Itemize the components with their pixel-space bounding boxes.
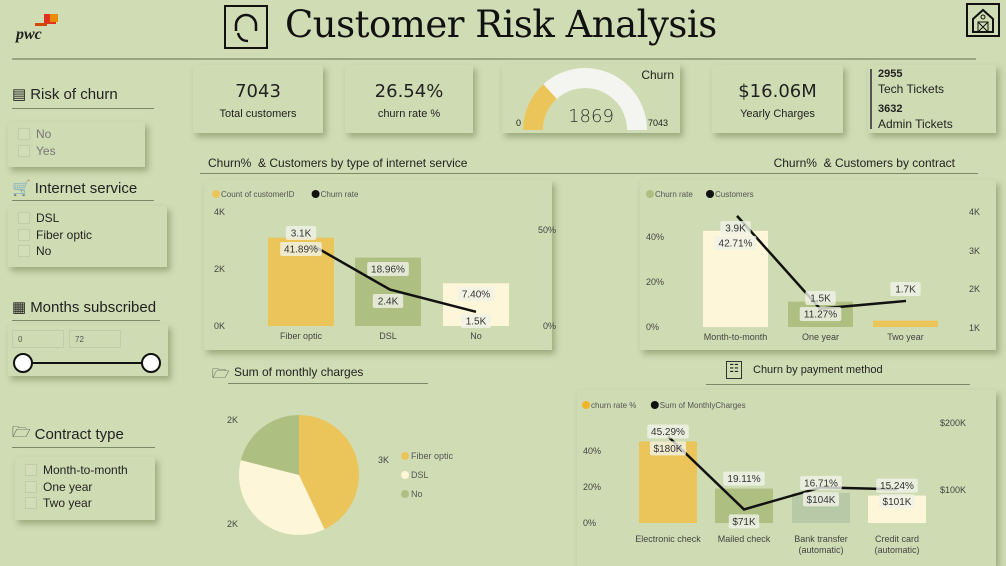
internet-option-fiber[interactable]: Fiber optic [18,227,157,244]
legend-marker [401,490,409,498]
months-max-input[interactable]: 72 [69,330,121,348]
divider [12,447,155,448]
months-slider: 0 72 [8,324,168,376]
risk-slicer: No Yes [8,122,145,167]
gauge-title: Churn [641,68,674,82]
payment-chart-title: Churn by payment method [753,364,883,376]
home-icon [972,8,994,33]
internet-slicer-title: 🛒 Internet service [12,179,138,198]
internet-chart-title: Churn% & Customers by type of internet s… [208,156,468,170]
pie-slice [240,415,299,475]
checkbox[interactable] [25,480,37,493]
divider [12,320,160,321]
gauge-max: 7043 [648,118,669,128]
legend-label: Fiber optic [411,451,454,461]
yearly-charges-label: Yearly Charges [740,108,815,120]
internet-chart-card [204,180,552,350]
gauge-fill [523,84,557,130]
checkbox[interactable] [18,245,30,258]
slider-handle-min[interactable] [13,353,33,373]
wallet-icon: 🗁 [212,365,230,381]
admin-tickets-value: 3632 [878,103,903,115]
monthly-chart-title: Sum of monthly charges [234,365,364,379]
home-button[interactable] [966,3,1000,37]
calendar-icon: ▦ [12,299,27,316]
gauge-track [523,68,647,130]
contract-option-two-year[interactable]: Two year [25,495,145,512]
churn-rate-label: churn rate % [377,108,441,120]
churn-gauge [523,68,647,130]
legend-label: DSL [411,470,429,480]
total-customers-value: 7043 [235,81,281,102]
cart-icon: 🛒 [12,180,31,197]
checkbox[interactable] [25,464,37,477]
contract-chart-title: Churn% & Customers by contract [773,156,955,170]
internet-option-no[interactable]: No [18,243,157,260]
divider [12,108,154,109]
internet-option-dsl[interactable]: DSL [18,210,157,227]
churn-rate-value: 26.54% [374,81,444,102]
churn-gauge-card: Churn 1869 0 7043 [502,64,680,133]
slider-handle-max[interactable] [141,353,161,373]
total-customers-label: Total customers [219,108,297,120]
page-title: Customer Risk Analysis [285,3,717,46]
checkbox[interactable] [18,212,30,225]
risk-slicer-title: ▤ Risk of churn [12,85,118,104]
churn-rate-card: 26.54% churn rate % [345,65,473,133]
months-min-input[interactable]: 0 [12,330,64,348]
pie-data-label: 2K [227,415,238,425]
headset-icon [224,5,268,49]
gauge-value: 1869 [568,106,614,127]
divider [228,383,428,384]
payment-chart-card [577,390,996,566]
total-customers-card: 7043 Total customers [193,65,323,133]
tech-tickets-label: Tech Tickets [878,82,945,96]
checkbox[interactable] [18,228,30,241]
admin-tickets-label: Admin Tickets [878,117,953,131]
legend-marker [401,452,409,460]
gauge-min: 0 [516,118,522,128]
checkbox[interactable] [18,128,30,141]
internet-slicer: DSL Fiber optic No [8,206,167,267]
contract-chart-card [640,180,996,350]
divider [12,200,154,201]
tickets-card: 2955 Tech Tickets 3632 Admin Tickets [868,65,996,133]
contract-option-m2m[interactable]: Month-to-month [25,462,145,479]
folder-icon: 🗁 [12,424,31,441]
list-icon: ▤ [12,86,27,103]
pie-data-label: 2K [227,519,238,529]
divider [706,384,970,385]
contract-slicer-title: 🗁 Contract type [12,422,124,447]
legend-marker [401,471,409,479]
divider [200,173,978,174]
payment-icon: ☷ [726,361,742,379]
yearly-charges-card: $16.06M Yearly Charges [712,65,843,133]
months-slicer-title: ▦ Months subscribed [12,298,157,317]
slider-track[interactable] [24,362,150,364]
header-divider [12,58,976,60]
risk-option-no[interactable]: No [18,126,135,143]
checkbox[interactable] [25,497,37,510]
risk-option-yes[interactable]: Yes [18,143,135,160]
pie-slice [239,460,325,536]
pie-data-label: 3K [378,455,389,465]
yearly-charges-value: $16.06M [738,81,817,102]
divider [870,69,872,129]
checkbox[interactable] [18,144,30,157]
legend-label: No [411,489,423,499]
tech-tickets-value: 2955 [878,68,903,80]
contract-slicer: Month-to-month One year Two year [15,457,155,520]
pie-slice [299,415,360,530]
contract-option-one-year[interactable]: One year [25,479,145,496]
pwc-logo: pwc [14,12,64,46]
